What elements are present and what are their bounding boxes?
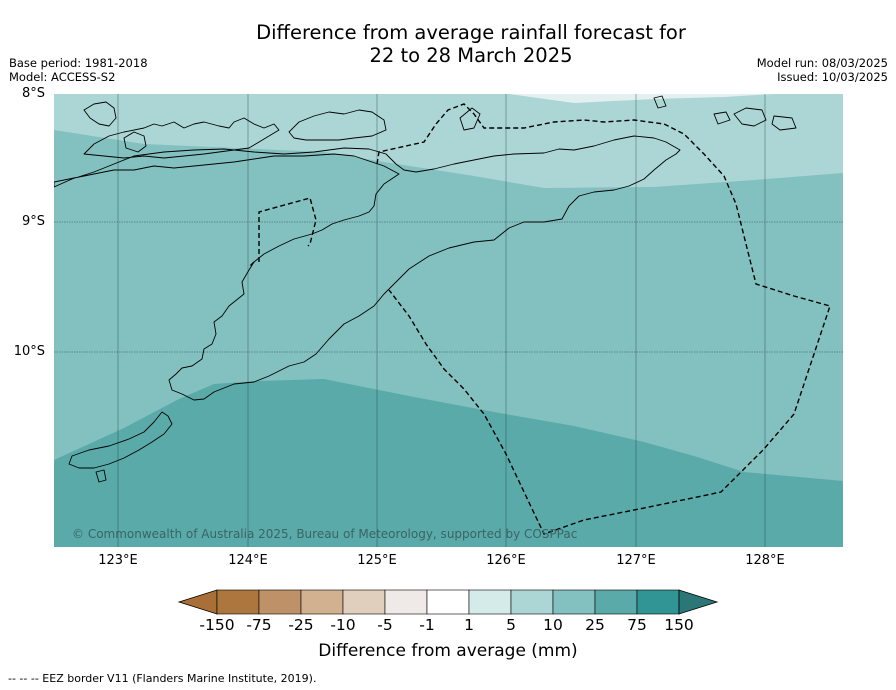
x-tick-124e: 124°E: [228, 553, 268, 568]
sumba-coastline: [68, 411, 173, 469]
colorbar-cell: [594, 589, 638, 615]
colorbar-label: 5: [506, 616, 516, 634]
colorbar-label: -1: [419, 616, 435, 634]
map-title: Difference from average rainfall forecas…: [0, 21, 896, 67]
colorbar-label: -10: [330, 616, 356, 634]
x-tick-128e: 128°E: [745, 553, 785, 568]
timor-coastline: [54, 135, 681, 401]
issued-date: Issued: 10/03/2025: [777, 70, 888, 84]
colorbar-label: -75: [246, 616, 272, 634]
model-name: Model: ACCESS-S2: [9, 70, 116, 84]
islet-6: [713, 111, 731, 125]
islet-1: [83, 101, 117, 127]
colorbar-cell: [636, 589, 680, 615]
islet-3: [733, 107, 767, 127]
map-gridlines: [54, 94, 843, 547]
forecast-map: [54, 94, 843, 547]
y-tick-9s: 9°S: [21, 214, 45, 229]
y-tick-10s: 10°S: [13, 344, 45, 359]
eez-border: [249, 103, 831, 535]
colorbar-cell: [300, 589, 344, 615]
colorbar-label: 150: [664, 616, 694, 634]
colorbar-cell: [342, 589, 386, 615]
islet-2: [123, 131, 147, 153]
coastlines: [54, 95, 797, 483]
colorbar-cell: [468, 589, 512, 615]
colorbar-arrow-high: [678, 589, 719, 615]
x-tick-125e: 125°E: [357, 553, 397, 568]
x-tick-123e: 123°E: [98, 553, 138, 568]
title-line-1: Difference from average rainfall forecas…: [256, 21, 686, 44]
colorbar-arrow-low: [177, 589, 218, 615]
islet-4: [771, 115, 797, 131]
meta-left: Base period: 1981-2018 Model: ACCESS-S2: [9, 56, 148, 84]
colorbar-label: -25: [288, 616, 314, 634]
colorbar-label: 1: [464, 616, 474, 634]
model-run: Model run: 08/03/2025: [756, 56, 888, 70]
colorbar-label: 10: [543, 616, 563, 634]
colorbar-label: -5: [377, 616, 393, 634]
colorbar-label: 75: [627, 616, 647, 634]
colorbar-cell: [384, 589, 428, 615]
colorbar-cell: [552, 589, 596, 615]
x-tick-126e: 126°E: [486, 553, 526, 568]
meta-right: Model run: 08/03/2025 Issued: 10/03/2025: [757, 56, 888, 84]
x-tick-127e: 127°E: [616, 553, 656, 568]
base-period: Base period: 1981-2018: [9, 56, 148, 70]
colorbar-title: Difference from average (mm): [318, 641, 578, 661]
colorbar: [177, 589, 719, 615]
colorbar-label: 25: [585, 616, 605, 634]
colorbar-cell: [258, 589, 302, 615]
savu-coastline: [95, 469, 107, 483]
copyright-notice: © Commonwealth of Australia 2025, Bureau…: [72, 527, 578, 541]
y-tick-8s: 8°S: [21, 86, 45, 101]
eez-footnote: -- -- -- EEZ border V11 (Flanders Marine…: [8, 672, 317, 685]
colorbar-cell: [216, 589, 260, 615]
colorbar-cell: [510, 589, 554, 615]
colorbar-label: -150: [199, 616, 235, 634]
islet-5: [653, 95, 667, 109]
alor-coastline: [288, 109, 387, 141]
colorbar-cells: [177, 589, 719, 615]
colorbar-cell: [426, 589, 470, 615]
wetar-coastline: [83, 117, 280, 159]
anomaly-band-1-5: [509, 94, 774, 103]
anomaly-band-25-75: [54, 379, 843, 547]
title-line-2: 22 to 28 March 2025: [369, 44, 573, 67]
